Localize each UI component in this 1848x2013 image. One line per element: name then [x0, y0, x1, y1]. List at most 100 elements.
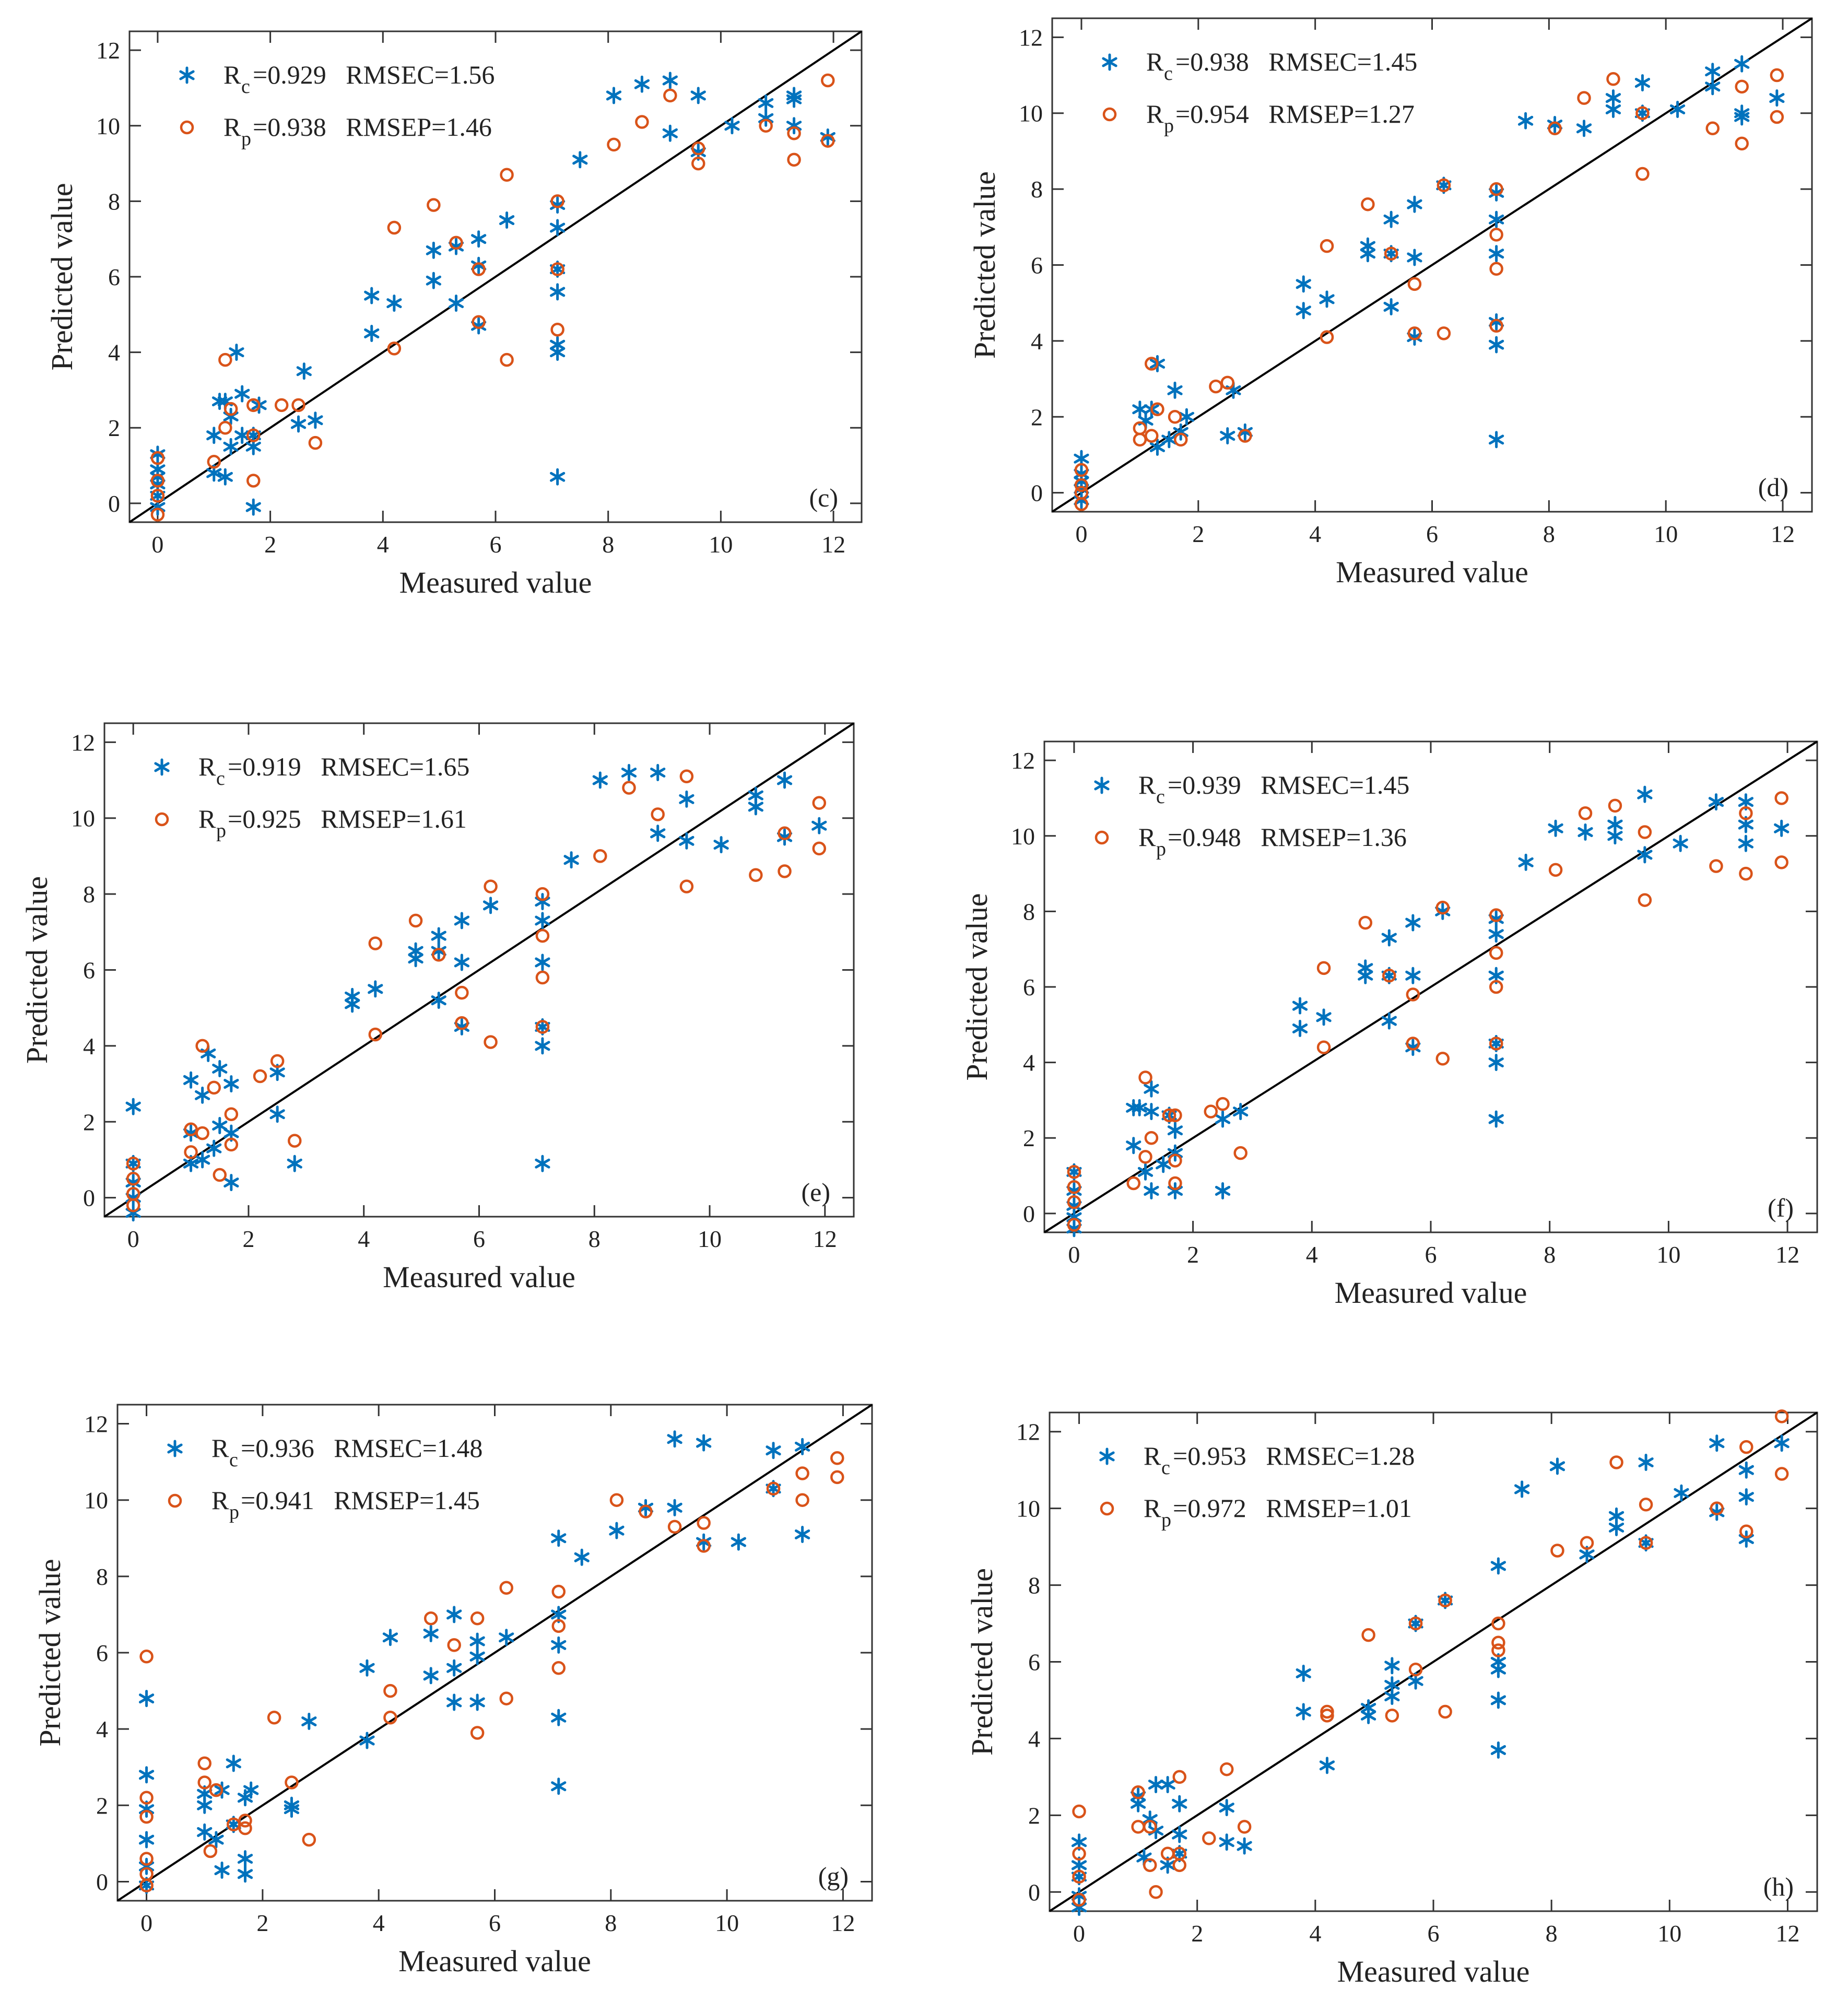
data-point	[288, 1134, 302, 1148]
data-point	[690, 87, 706, 104]
data-point	[679, 832, 695, 850]
data-point	[284, 1800, 300, 1818]
data-point	[1384, 1657, 1400, 1675]
data-point	[1167, 381, 1183, 399]
series-circle	[1067, 791, 1788, 1232]
y-tick-label: 10	[71, 805, 95, 832]
data-point	[638, 1499, 654, 1516]
data-point	[1143, 1858, 1157, 1873]
data-point	[662, 124, 678, 142]
legend-marker	[179, 66, 195, 84]
data-point	[1219, 1762, 1234, 1776]
data-point	[551, 1584, 566, 1599]
data-point	[150, 489, 165, 503]
data-point	[606, 87, 622, 104]
data-point	[214, 1862, 230, 1879]
data-point	[697, 1516, 711, 1530]
y-axis-label: Predicted value	[960, 893, 994, 1080]
data-point	[269, 1105, 285, 1123]
data-point	[1488, 245, 1504, 263]
data-point	[1576, 120, 1592, 137]
data-point	[1488, 925, 1504, 943]
data-point	[697, 1539, 711, 1553]
legend-label-subscript: p	[241, 128, 251, 150]
legend-label-prefix: R	[1144, 1441, 1161, 1470]
data-point	[1168, 1153, 1182, 1168]
data-point	[1438, 1593, 1452, 1608]
legend-label-subscript: p	[1161, 1509, 1171, 1531]
data-point	[1489, 182, 1503, 196]
data-point	[223, 1075, 239, 1093]
data-point	[1150, 402, 1164, 416]
series-asterisk	[138, 1430, 810, 1894]
data-point	[431, 992, 446, 1009]
legend-label-stats: =0.919 RMSEC=1.65	[228, 752, 469, 781]
y-tick-label: 6	[108, 264, 120, 290]
data-point	[359, 1659, 375, 1677]
x-axis-label: Measured value	[399, 566, 592, 599]
x-tick-label: 6	[489, 1910, 501, 1936]
y-tick-label: 0	[1023, 1200, 1035, 1227]
data-point	[1358, 959, 1373, 977]
data-point	[535, 953, 550, 971]
data-point	[724, 117, 740, 135]
data-point	[1361, 197, 1375, 211]
data-point	[551, 1709, 567, 1726]
data-point	[203, 1844, 218, 1858]
data-point	[364, 324, 380, 342]
data-point	[308, 435, 323, 450]
data-point	[713, 836, 729, 854]
legend-marker	[1102, 53, 1117, 71]
data-point	[223, 402, 238, 416]
data-point	[1405, 1039, 1421, 1056]
data-point	[609, 1522, 625, 1539]
data-point	[1488, 313, 1504, 331]
data-point	[455, 985, 469, 1000]
data-point	[368, 980, 383, 998]
y-tick-label: 4	[83, 1033, 95, 1060]
reference-line	[1043, 740, 1818, 1233]
data-point	[1172, 1795, 1187, 1812]
data-point	[1437, 326, 1451, 340]
data-point	[1738, 1461, 1754, 1479]
data-point	[550, 262, 564, 276]
data-point	[1739, 1440, 1753, 1454]
data-point	[138, 1831, 155, 1849]
data-point	[1381, 929, 1397, 947]
data-point	[1547, 116, 1563, 134]
data-point	[1674, 1484, 1689, 1502]
data-point	[1489, 908, 1503, 922]
data-point	[287, 1155, 302, 1172]
data-point	[550, 196, 566, 214]
data-point	[1072, 1892, 1086, 1907]
data-point	[212, 1117, 228, 1135]
data-point	[1072, 1869, 1086, 1884]
x-tick-label: 10	[1656, 1241, 1680, 1268]
data-point	[1204, 1104, 1218, 1119]
data-point	[1408, 1616, 1423, 1631]
data-point	[1072, 1846, 1086, 1861]
data-point	[1770, 68, 1784, 83]
data-point	[1488, 184, 1504, 202]
data-point	[408, 913, 423, 928]
legend-marker	[1100, 1501, 1114, 1516]
data-point	[1607, 827, 1623, 845]
data-point	[1491, 1643, 1505, 1657]
data-point	[820, 128, 835, 146]
data-point	[1143, 1820, 1157, 1834]
legend-marker	[1102, 107, 1117, 122]
data-point	[778, 864, 792, 878]
data-point	[470, 1611, 485, 1626]
legend-label-subscript: c	[229, 1449, 238, 1471]
y-tick-label: 12	[96, 37, 120, 64]
data-point	[667, 1520, 682, 1534]
data-point	[1435, 900, 1450, 915]
reference-line	[116, 1404, 873, 1902]
legend-label-prefix: R	[211, 1486, 229, 1515]
data-point	[150, 508, 165, 522]
data-point	[778, 826, 792, 841]
legend-label-prefix: R	[1138, 770, 1156, 799]
y-tick-label: 0	[1031, 480, 1043, 507]
data-point	[1238, 429, 1252, 443]
